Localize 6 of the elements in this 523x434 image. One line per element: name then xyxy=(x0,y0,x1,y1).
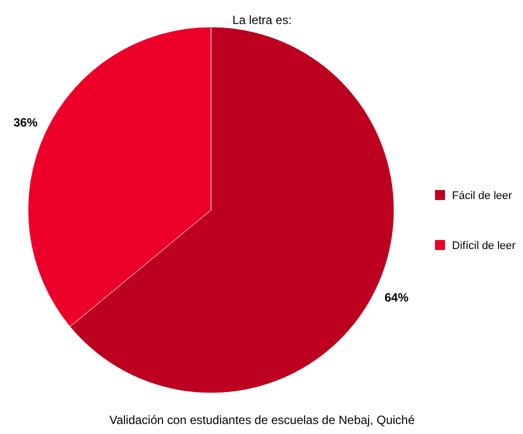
data-label: 64% xyxy=(384,290,409,304)
legend-label: Fácil de leer xyxy=(452,190,512,202)
data-label: 36% xyxy=(13,116,38,130)
legend-label: Difícil de leer xyxy=(452,240,516,252)
chart-title: La letra es: xyxy=(232,13,292,27)
text: Validación con estudiantes de escuelas de Nebaj, Quiché xyxy=(109,413,415,427)
